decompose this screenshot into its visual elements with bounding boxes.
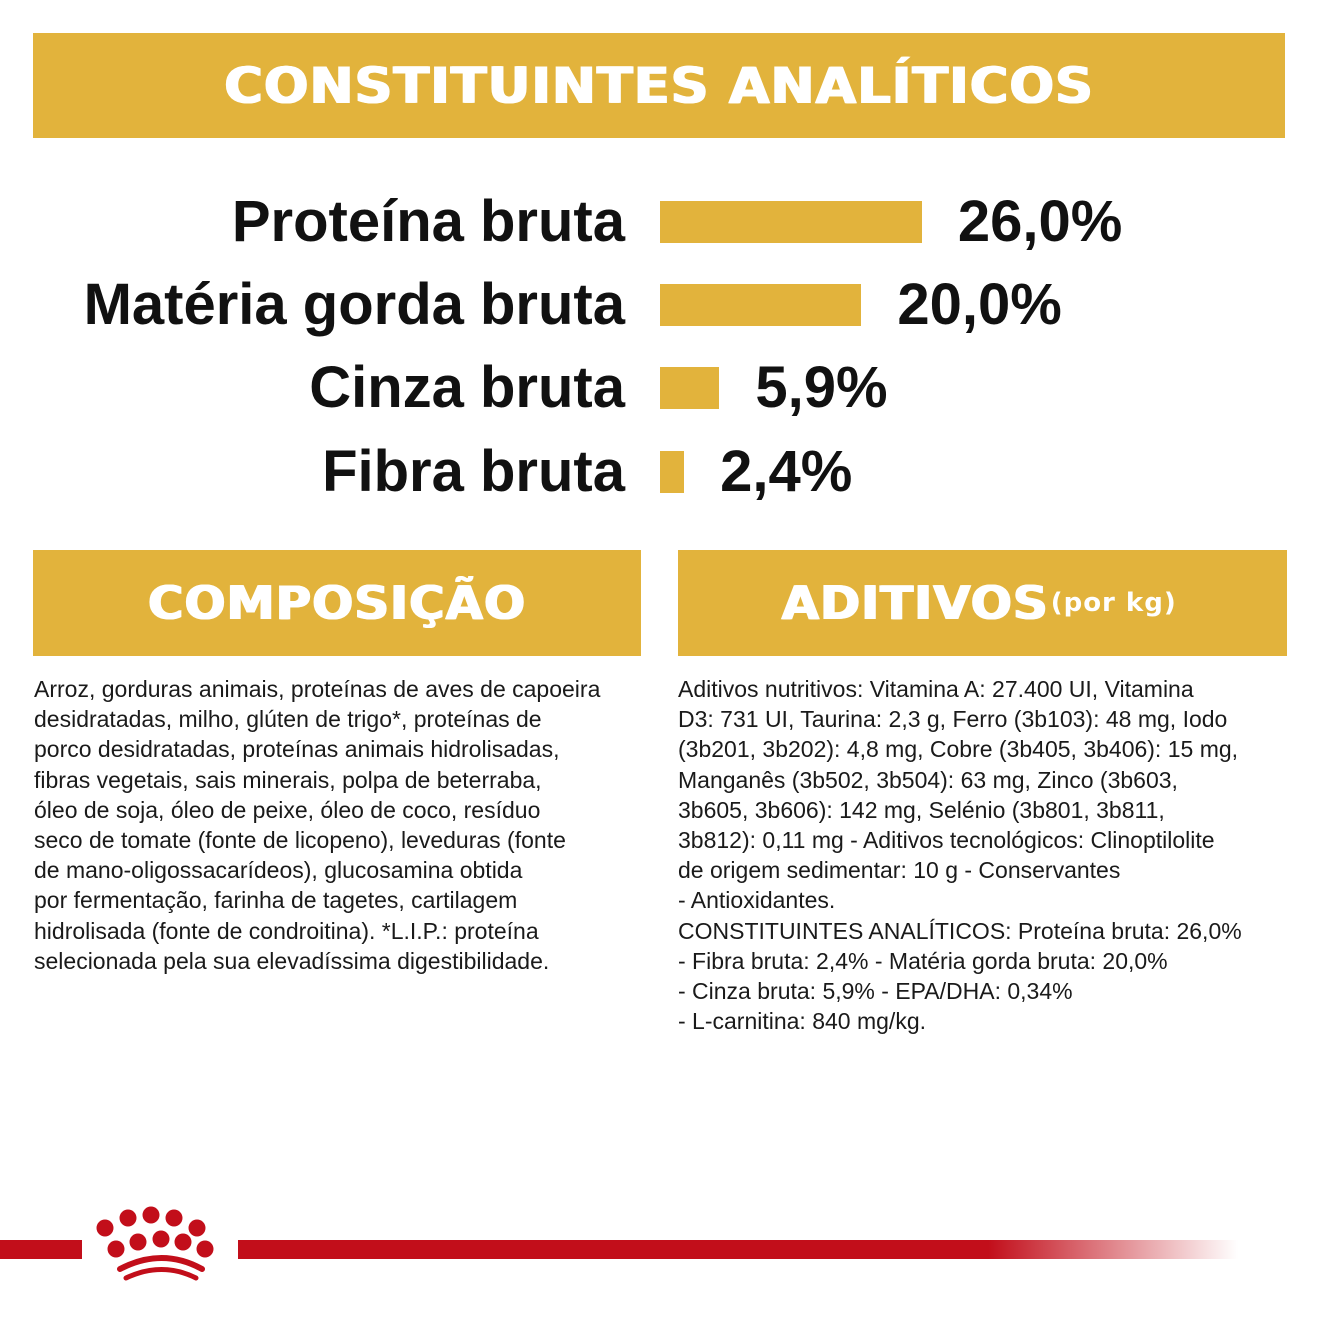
row-value: 26,0% — [957, 189, 1123, 254]
text-line: - Fibra bruta: 2,4% - Matéria gorda brut… — [678, 947, 1168, 974]
text-line: seco de tomate (fonte de licopeno), leve… — [34, 827, 566, 854]
analytics-row: Proteína bruta 26,0% — [0, 187, 1320, 257]
text-line: CONSTITUINTES ANALÍTICOS: Proteína bruta… — [678, 917, 1242, 944]
row-bar — [660, 284, 862, 326]
additives-text: Aditivos nutritivos: Vitamina A: 27.400 … — [678, 674, 1242, 1036]
additives-title-suffix: (por kg) — [1050, 588, 1177, 618]
row-bar — [660, 367, 720, 409]
text-line: - Cinza bruta: 5,9% - EPA/DHA: 0,34% — [678, 978, 1073, 1005]
additives-header: ADITIVOS (por kg) — [678, 550, 1287, 656]
row-label: Proteína bruta — [231, 189, 625, 254]
analytics-title: CONSTITUINTES ANALÍTICOS — [224, 56, 1094, 115]
text-line: fibras vegetais, sais minerais, polpa de… — [34, 766, 542, 793]
text-line: 3b812): 0,11 mg - Aditivos tecnológicos:… — [678, 827, 1215, 854]
analytics-row: Cinza bruta 5,9% — [0, 353, 1320, 423]
text-line: Aditivos nutritivos: Vitamina A: 27.400 … — [678, 676, 1194, 702]
text-line: D3: 731 UI, Taurina: 2,3 g, Ferro (3b103… — [678, 706, 1228, 733]
row-bar — [660, 451, 685, 493]
text-line: (3b201, 3b202): 4,8 mg, Cobre (3b405, 3b… — [678, 736, 1239, 763]
additives-title: ADITIVOS — [781, 576, 1050, 630]
text-line: de origem sedimentar: 10 g - Conservante… — [678, 857, 1121, 884]
composition-header: COMPOSIÇÃO — [33, 550, 641, 656]
row-value: 20,0% — [897, 272, 1062, 337]
row-label: Matéria gorda bruta — [83, 272, 625, 337]
text-line: porco desidratadas, proteínas animais hi… — [34, 736, 560, 763]
text-line: por fermentação, farinha de tagetes, car… — [34, 887, 518, 914]
text-line: Manganês (3b502, 3b504): 63 mg, Zinco (3… — [678, 766, 1178, 793]
analytics-row: Fibra bruta 2,4% — [0, 437, 1320, 507]
row-label: Cinza bruta — [309, 355, 625, 420]
row-bar — [660, 201, 922, 243]
composition-text: Arroz, gorduras animais, proteínas de av… — [34, 674, 600, 976]
text-line: hidrolisada (fonte de condroitina). *L.I… — [34, 917, 539, 944]
brand-line-right — [238, 1240, 1238, 1259]
text-line: 3b605, 3b606): 142 mg, Selénio (3b801, 3… — [678, 796, 1165, 823]
text-line: selecionada pela sua elevadíssima digest… — [34, 947, 550, 974]
text-line: desidratadas, milho, glúten de trigo*, p… — [34, 706, 542, 733]
analytics-row: Matéria gorda bruta 20,0% — [0, 270, 1320, 340]
composition-title: COMPOSIÇÃO — [147, 576, 527, 630]
analytics-header: CONSTITUINTES ANALÍTICOS — [33, 33, 1285, 138]
royal-canin-crown-icon — [96, 1206, 214, 1281]
text-line: Arroz, gorduras animais, proteínas de av… — [34, 676, 601, 702]
text-line: - L-carnitina: 840 mg/kg. — [678, 1008, 927, 1035]
brand-line-left — [0, 1240, 82, 1259]
row-value: 2,4% — [720, 439, 853, 504]
text-line: de mano-oligossacarídeos), glucosamina o… — [34, 857, 523, 884]
text-line: - Antioxidantes. — [678, 887, 836, 914]
text-line: óleo de soja, óleo de peixe, óleo de coc… — [34, 796, 541, 823]
row-label: Fibra bruta — [322, 439, 625, 504]
row-value: 5,9% — [755, 355, 888, 420]
